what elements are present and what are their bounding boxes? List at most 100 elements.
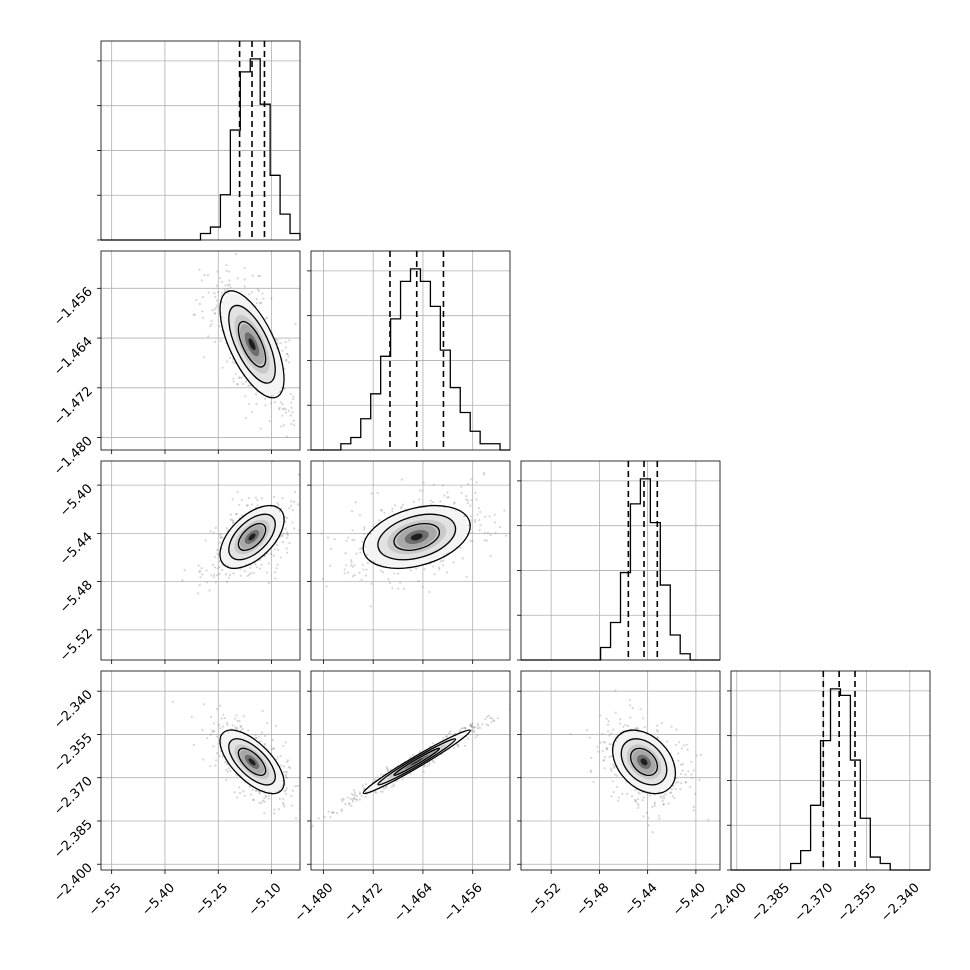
sample-point xyxy=(605,748,608,751)
sample-point xyxy=(281,403,284,406)
sample-point xyxy=(467,482,470,486)
sample-point xyxy=(267,562,271,565)
sample-point xyxy=(474,518,477,522)
sample-point xyxy=(350,559,353,562)
sample-point xyxy=(639,708,642,711)
sample-point xyxy=(474,520,477,524)
sample-point xyxy=(243,794,246,797)
sample-point xyxy=(195,298,198,301)
sample-point xyxy=(211,730,215,733)
sample-point xyxy=(239,729,242,732)
sample-point xyxy=(257,275,260,278)
sample-point xyxy=(225,269,228,272)
sample-point xyxy=(284,741,287,744)
sample-point xyxy=(223,288,226,291)
sample-point xyxy=(207,291,210,294)
sample-point xyxy=(485,723,488,726)
sample-point xyxy=(419,750,422,753)
sample-point xyxy=(486,531,490,535)
sample-point xyxy=(470,515,473,518)
sample-point xyxy=(662,802,665,806)
sample-point xyxy=(493,513,496,516)
contour-2 xyxy=(237,320,267,368)
sample-point xyxy=(393,572,396,575)
ytick-label-1-0: −1.480 xyxy=(51,434,96,479)
sample-point xyxy=(258,792,261,795)
sample-point xyxy=(442,559,445,562)
ytick-label-3-4: −2.340 xyxy=(51,687,96,732)
sample-point xyxy=(206,273,210,277)
sample-point xyxy=(283,367,286,370)
contour-0 xyxy=(219,729,285,795)
sample-point xyxy=(642,717,645,720)
sample-point xyxy=(229,769,232,772)
sample-point xyxy=(359,551,362,554)
sample-point xyxy=(204,241,206,243)
sample-point xyxy=(698,778,701,781)
sample-point xyxy=(675,743,678,747)
ytick-label-2-2: −5.44 xyxy=(57,530,96,569)
xtick-label-0-3: −5.10 xyxy=(246,880,285,919)
sample-point xyxy=(353,539,356,542)
sample-point xyxy=(599,714,602,717)
sample-point xyxy=(474,726,477,729)
sample-point xyxy=(461,727,465,730)
sample-point xyxy=(463,726,466,730)
contour-0 xyxy=(362,729,471,795)
sample-point xyxy=(282,771,285,774)
sample-point xyxy=(224,284,227,287)
sample-point xyxy=(397,587,400,590)
sample-point xyxy=(402,587,406,590)
sample-point xyxy=(388,581,392,585)
contour-0 xyxy=(362,504,471,569)
sample-point xyxy=(239,724,242,727)
sample-point xyxy=(203,274,206,277)
ytick-label-3-3: −2.355 xyxy=(51,731,96,776)
sample-point xyxy=(286,352,289,356)
sample-point xyxy=(605,747,608,750)
sample-point xyxy=(399,581,402,584)
sample-point xyxy=(641,799,644,802)
sample-point xyxy=(264,317,267,320)
sample-point xyxy=(270,748,273,751)
sample-point xyxy=(265,316,269,319)
sample-point xyxy=(361,563,364,566)
sample-point xyxy=(360,578,363,581)
sample-point xyxy=(205,581,209,584)
sample-point xyxy=(647,816,650,820)
sample-point xyxy=(218,541,221,544)
sample-point xyxy=(254,734,257,737)
sample-point xyxy=(248,293,251,296)
sample-point xyxy=(287,409,291,412)
sample-point xyxy=(606,730,610,733)
contour-1 xyxy=(620,738,668,786)
sample-point xyxy=(285,771,288,774)
sample-point xyxy=(258,275,261,278)
sample-point xyxy=(281,349,284,352)
sample-point xyxy=(260,801,263,804)
sample-point xyxy=(362,787,365,790)
sample-point xyxy=(686,748,689,751)
sample-point xyxy=(293,500,296,503)
hist-frame-2 xyxy=(520,460,721,661)
sample-point xyxy=(289,401,293,404)
sample-point xyxy=(329,564,332,567)
sample-point xyxy=(374,791,378,794)
sample-point xyxy=(457,745,460,748)
sample-point xyxy=(266,721,269,725)
sample-point xyxy=(250,291,254,294)
sample-point xyxy=(282,801,285,804)
sample-point xyxy=(675,728,678,731)
sample-point xyxy=(653,804,656,808)
sample-point xyxy=(483,515,487,519)
sample-point xyxy=(227,576,231,580)
sample-point xyxy=(629,716,632,719)
sample-point xyxy=(296,784,299,788)
sample-point xyxy=(237,786,241,789)
sample-point xyxy=(221,568,224,572)
sample-point xyxy=(409,569,412,572)
sample-point xyxy=(260,497,263,500)
sample-point xyxy=(258,735,261,738)
sample-point xyxy=(350,510,354,513)
sample-point xyxy=(198,570,201,573)
